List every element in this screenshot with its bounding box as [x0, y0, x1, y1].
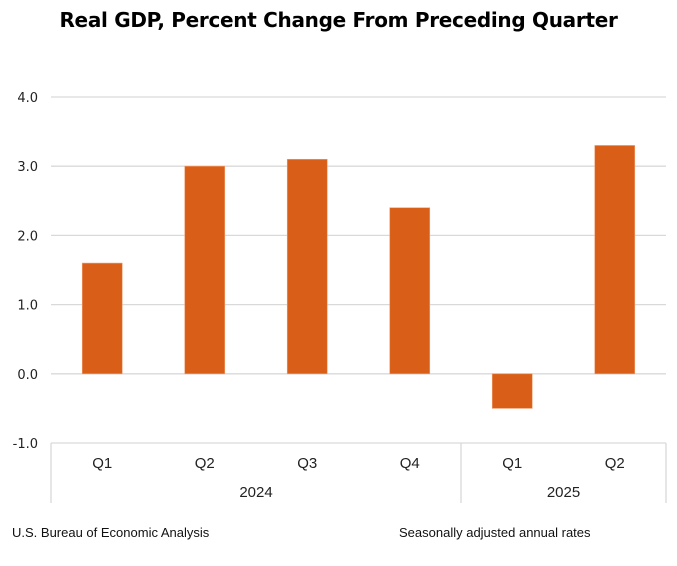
bar	[594, 145, 636, 375]
bar	[286, 158, 328, 375]
y-tick-label: -1.0	[13, 437, 38, 452]
x-tick-label: Q4	[400, 455, 420, 472]
x-group-label: 2024	[239, 484, 272, 501]
x-tick-label: Q1	[502, 455, 522, 472]
y-tick-label: 3.0	[17, 160, 38, 175]
y-tick-label: 4.0	[17, 91, 38, 106]
y-tick-label: 2.0	[17, 229, 38, 244]
y-tick-label: 1.0	[17, 299, 38, 314]
y-axis-ticks: -1.0 0.0 1.0 2.0 3.0 4.0	[13, 91, 38, 452]
bar	[81, 262, 123, 375]
gridlines	[51, 96, 666, 375]
x-tick-label: Q2	[605, 455, 625, 472]
chart-title: Real GDP, Percent Change From Preceding …	[59, 8, 618, 32]
bar	[491, 373, 533, 409]
x-tick-label: Q3	[297, 455, 317, 472]
x-tick-label: Q1	[92, 455, 112, 472]
x-axis: 2024 2025 Q1 Q2 Q3 Q4 Q1 Q2	[50, 442, 667, 503]
x-group-label: 2025	[547, 484, 580, 501]
y-tick-label: 0.0	[17, 368, 38, 383]
x-tick-label: Q2	[195, 455, 215, 472]
bar	[184, 165, 226, 375]
bar	[389, 207, 431, 375]
rates-note: Seasonally adjusted annual rates	[399, 525, 591, 540]
bars	[81, 145, 636, 409]
source-note: U.S. Bureau of Economic Analysis	[12, 525, 210, 540]
